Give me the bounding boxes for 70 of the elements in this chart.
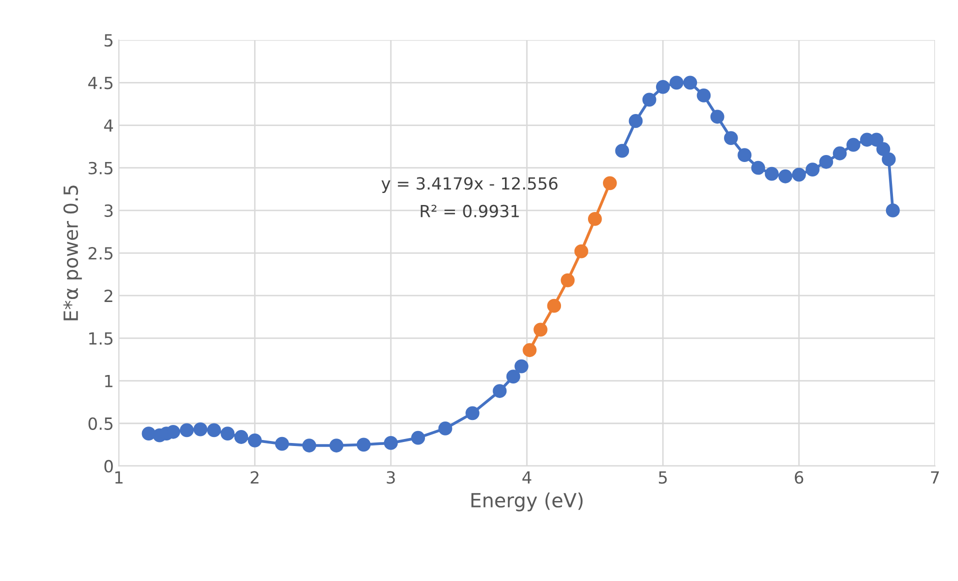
point	[870, 132, 884, 147]
point	[492, 384, 507, 398]
point	[411, 430, 426, 445]
point	[696, 88, 711, 102]
annotation: R² = 0.9931	[420, 204, 519, 218]
point	[738, 148, 752, 162]
point	[588, 212, 602, 226]
y-tick-label: 3.5	[88, 162, 112, 174]
point	[628, 114, 643, 128]
point	[356, 438, 371, 452]
point	[384, 436, 398, 450]
point	[207, 423, 221, 438]
point	[514, 359, 528, 374]
point	[642, 92, 656, 107]
point	[506, 370, 520, 384]
y-tick-label: 2	[104, 290, 112, 302]
point	[876, 142, 890, 156]
y-tick-label: 2.5	[88, 246, 112, 260]
point	[602, 176, 617, 190]
point	[302, 438, 316, 452]
point	[248, 433, 262, 448]
x-axis-title: Energy (eV)	[471, 492, 583, 512]
point	[220, 426, 235, 441]
point	[522, 343, 537, 358]
point	[234, 430, 248, 444]
point	[832, 146, 847, 160]
point	[846, 138, 860, 152]
point	[806, 162, 820, 176]
y-tick-label: 4	[104, 119, 113, 132]
y-tick-label: 0	[104, 460, 113, 473]
y-tick-label: 3	[104, 204, 113, 218]
point	[166, 424, 180, 439]
annotation: y = 3.4179x - 12.556	[381, 177, 558, 193]
point	[615, 144, 630, 158]
x-tick-label: 5	[658, 471, 667, 484]
point	[466, 406, 480, 420]
point	[792, 168, 806, 182]
y-tick-label: 1	[105, 374, 112, 388]
x-tick-label: 2	[250, 471, 258, 484]
point	[193, 422, 208, 436]
x-tick-label: 1	[115, 471, 123, 484]
y-tick-label: 1.5	[89, 332, 112, 345]
point	[330, 438, 344, 452]
point	[534, 322, 548, 337]
point	[574, 244, 588, 258]
point	[724, 131, 738, 145]
point	[751, 160, 766, 175]
point	[710, 110, 724, 124]
x-tick-label: 4	[522, 471, 532, 484]
point	[142, 426, 156, 441]
point	[764, 166, 779, 181]
point	[180, 423, 194, 438]
y-tick-label: 5	[104, 34, 112, 47]
y-tick-label: 4.5	[88, 76, 112, 90]
x-tick-label: 3	[386, 471, 395, 484]
point	[560, 273, 575, 288]
x-tick-label: 7	[931, 471, 939, 484]
point	[275, 436, 289, 451]
point	[882, 152, 896, 166]
point	[886, 203, 900, 218]
point	[683, 76, 698, 90]
point	[438, 422, 452, 436]
point	[778, 169, 792, 184]
point	[547, 298, 562, 313]
point	[656, 80, 670, 94]
y-axis-title: E*α power 0.5	[63, 186, 82, 320]
x-tick-label: 6	[794, 471, 804, 484]
point	[819, 154, 834, 169]
point	[670, 76, 684, 90]
y-tick-label: 0.5	[88, 417, 112, 430]
